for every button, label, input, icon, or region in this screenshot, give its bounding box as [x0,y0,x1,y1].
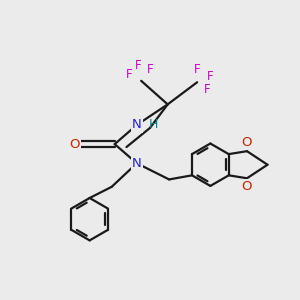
Text: F: F [194,62,200,76]
Text: F: F [125,68,132,81]
Text: O: O [242,136,252,149]
Text: O: O [242,180,252,193]
Text: H: H [149,118,158,131]
Text: N: N [132,118,142,131]
Text: F: F [135,59,142,72]
Text: F: F [147,63,154,76]
Text: F: F [204,83,211,96]
Text: F: F [207,70,214,83]
Text: N: N [132,157,142,170]
Text: O: O [69,138,80,151]
